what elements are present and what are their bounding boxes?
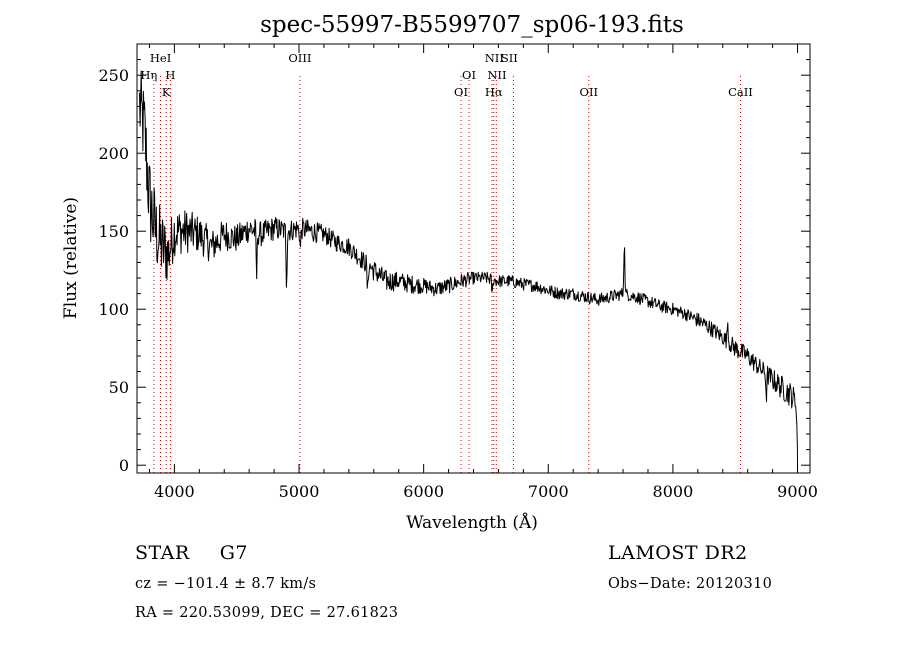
y-tick-label: 250 [98,66,129,85]
y-tick-label: 150 [98,222,129,241]
x-tick-label: 9000 [777,482,818,501]
x-tick-label: 4000 [154,482,195,501]
x-axis-ticks: 4000 5000 6000 7000 8000 9000 [148,44,818,501]
line-label: OII [580,85,599,99]
line-label: SII [501,51,518,65]
line-label: K [162,85,171,99]
x-tick-label: 8000 [653,482,694,501]
obs-date: Obs−Date: 20120310 [608,576,773,592]
line-label: NII [487,68,506,82]
plot-frame [136,43,811,474]
line-label: Hα [485,85,503,99]
line-label: Hη [140,68,157,82]
x-tick-label: 5000 [279,482,320,501]
line-label: CaII [728,85,753,99]
line-label: HeI [150,51,171,65]
x-axis-label: Wavelength (Å) [406,512,538,533]
line-label: OI [462,68,476,82]
line-label: H [165,68,175,82]
x-tick-label: 7000 [528,482,569,501]
object-class: STAR G7 [135,542,248,564]
x-tick-label: 6000 [403,482,444,501]
y-tick-label: 50 [109,378,129,397]
y-axis-label: Flux (relative) [61,197,81,319]
spectral-line-markers [153,74,741,473]
spectrum-chart: spec-55997-B5599707_sp06-193.fits HeI Hη H… [61,12,818,533]
cz-value: cz = −101.4 ± 8.7 km/s [135,576,317,592]
line-label: OI [454,85,468,99]
y-axis-ticks: 0 50 100 150 200 250 [98,59,810,475]
chart-title: spec-55997-B5599707_sp06-193.fits [260,12,684,38]
line-label: OIII [288,51,311,65]
subclass-label: G7 [219,542,248,564]
spectrum-series-line [139,70,798,466]
y-tick-label: 200 [98,144,129,163]
coordinates: RA = 220.53099, DEC = 27.61823 [135,605,399,621]
survey-label: LAMOST DR2 [608,542,748,564]
y-tick-label: 0 [119,456,129,475]
object-class-label: STAR [135,542,190,564]
line-label: NII [485,51,504,65]
y-tick-label: 100 [98,300,129,319]
